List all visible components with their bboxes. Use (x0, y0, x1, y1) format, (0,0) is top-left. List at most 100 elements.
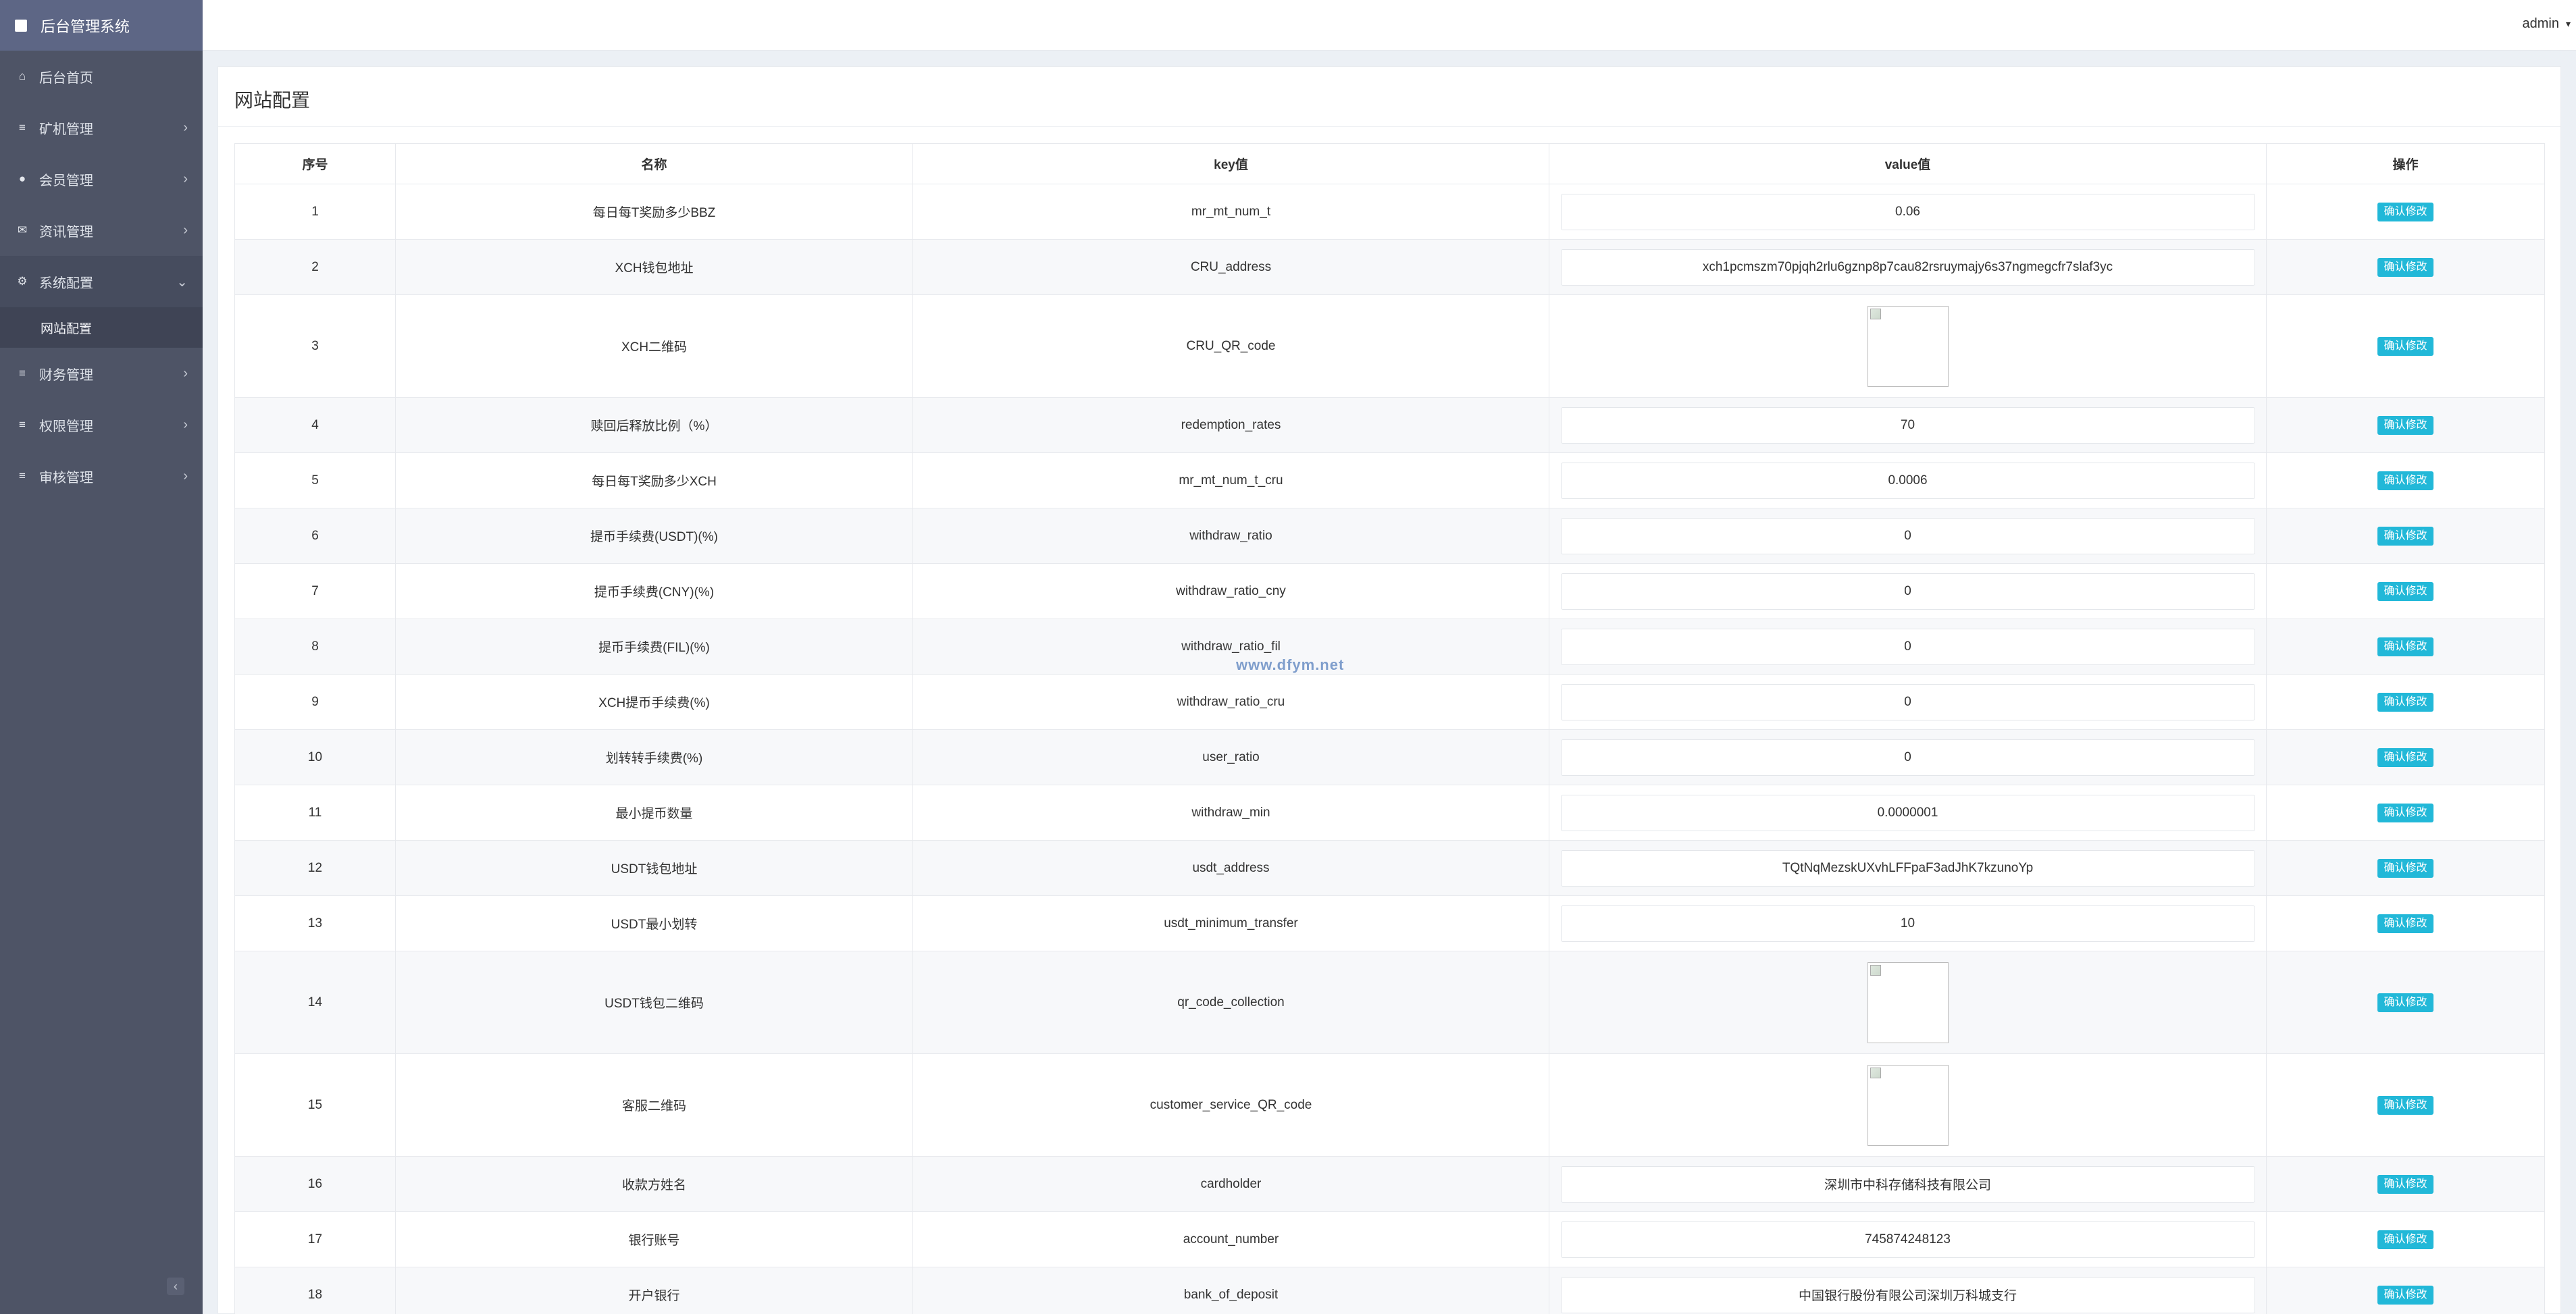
confirm-edit-button[interactable]: 确认修改 (2377, 692, 2433, 712)
confirm-edit-button[interactable]: 确认修改 (2377, 803, 2433, 822)
confirm-edit-button[interactable]: 确认修改 (2377, 581, 2433, 601)
cell-action: 确认修改 (2266, 1211, 2545, 1267)
value-input[interactable]: 中国银行股份有限公司深圳万科城支行 (1560, 1276, 2255, 1313)
cell-key: usdt_address (912, 840, 1549, 896)
sidebar-item[interactable]: ≡ 审核管理 › (0, 450, 203, 502)
confirm-edit-button[interactable]: 确认修改 (2377, 1095, 2433, 1115)
confirm-edit-button[interactable]: 确认修改 (2377, 914, 2433, 933)
value-input[interactable]: TQtNqMezskUXvhLFFpaF3adJhK7kzunoYp (1560, 849, 2255, 887)
confirm-edit-button[interactable]: 确认修改 (2377, 1174, 2433, 1194)
confirm-edit-button[interactable]: 确认修改 (2377, 336, 2433, 356)
value-input[interactable]: 10 (1560, 905, 2255, 942)
table-row: 4 赎回后释放比例（%） redemption_rates 70 确认修改 (234, 397, 2545, 453)
sidebar-item[interactable]: ✉ 资讯管理 › (0, 205, 203, 256)
cell-key: user_ratio (912, 729, 1549, 785)
sidebar-item-label: 后台首页 (39, 70, 93, 86)
cell-action: 确认修改 (2266, 895, 2545, 951)
table-row: 8 提币手续费(FIL)(%) withdraw_ratio_fil 0 确认修改 (234, 619, 2545, 675)
cell-value: 0 (1549, 674, 2267, 730)
collapse-sidebar-button[interactable]: ‹ (167, 1278, 184, 1295)
table-row: 18 开户银行 bank_of_deposit 中国银行股份有限公司深圳万科城支行 确认… (234, 1267, 2545, 1314)
value-input[interactable]: 0 (1560, 739, 2255, 776)
value-input[interactable]: 0.06 (1560, 193, 2255, 230)
confirm-edit-button[interactable]: 确认修改 (2377, 1230, 2433, 1249)
cell-index: 14 (234, 951, 396, 1054)
cell-key: usdt_minimum_transfer (912, 895, 1549, 951)
cell-action: 确认修改 (2266, 840, 2545, 896)
cell-value: xch1pcmszm70pjqh2rlu6gznp8p7cau82rsruyma… (1549, 239, 2267, 295)
confirm-edit-button[interactable]: 确认修改 (2377, 526, 2433, 546)
cell-name: USDT钱包地址 (395, 840, 913, 896)
value-input[interactable]: 0 (1560, 573, 2255, 610)
cell-name: 划转转手续费(%) (395, 729, 913, 785)
sidebar-item[interactable]: ≡ 财务管理 › (0, 348, 203, 399)
value-input[interactable]: 745874248123 (1560, 1221, 2255, 1258)
cell-name: 提币手续费(USDT)(%) (395, 508, 913, 564)
app-title: 后台管理系统 (41, 18, 130, 35)
sidebar-item[interactable]: ≡ 权限管理 › (0, 399, 203, 450)
table-row: 5 每日每T奖励多少XCH mr_mt_num_t_cru 0.0006 确认修改 (234, 452, 2545, 508)
table-header-row: 序号 名称 key值 value值 操作 (234, 143, 2545, 184)
value-input[interactable]: 深圳市中科存储科技有限公司 (1560, 1165, 2255, 1203)
cell-name: XCH提币手续费(%) (395, 674, 913, 730)
cell-value: 0.06 (1549, 184, 2267, 240)
cell-value (1549, 294, 2267, 398)
value-input[interactable]: 70 (1560, 406, 2255, 444)
cell-value: 70 (1549, 397, 2267, 453)
cell-key: cardholder (912, 1156, 1549, 1212)
list-icon: ≡ (19, 121, 26, 134)
cell-index: 5 (234, 452, 396, 508)
user-menu[interactable]: admin ▾ (2522, 16, 2571, 32)
cell-action: 确认修改 (2266, 508, 2545, 564)
confirm-edit-button[interactable]: 确认修改 (2377, 415, 2433, 435)
sidebar-item[interactable]: ≡ 矿机管理 › (0, 102, 203, 153)
value-input[interactable]: xch1pcmszm70pjqh2rlu6gznp8p7cau82rsruyma… (1560, 248, 2255, 286)
sidebar-item-label: 矿机管理 (39, 122, 93, 137)
confirm-edit-button[interactable]: 确认修改 (2377, 637, 2433, 656)
confirm-edit-button[interactable]: 确认修改 (2377, 993, 2433, 1012)
cell-value: 0.0006 (1549, 452, 2267, 508)
cell-value: 10 (1549, 895, 2267, 951)
value-input[interactable]: 0 (1560, 517, 2255, 554)
qr-image-upload[interactable] (1867, 962, 1949, 1043)
cell-name: XCH二维码 (395, 294, 913, 398)
cell-name: 赎回后释放比例（%） (395, 397, 913, 453)
chevron-right-icon: › (183, 222, 188, 238)
cell-key: withdraw_ratio_fil (912, 619, 1549, 675)
value-input[interactable]: 0 (1560, 628, 2255, 665)
confirm-edit-button[interactable]: 确认修改 (2377, 858, 2433, 878)
confirm-edit-button[interactable]: 确认修改 (2377, 471, 2433, 490)
cell-value: 中国银行股份有限公司深圳万科城支行 (1549, 1267, 2267, 1314)
caret-down-icon: ▾ (2565, 18, 2571, 29)
cell-name: 每日每T奖励多少XCH (395, 452, 913, 508)
sidebar-item-label: 权限管理 (39, 419, 93, 434)
value-input[interactable]: 0.0000001 (1560, 794, 2255, 831)
submenu-item-site-config[interactable]: 网站配置 (0, 307, 203, 348)
confirm-edit-button[interactable]: 确认修改 (2377, 1285, 2433, 1305)
cell-value: 0 (1549, 563, 2267, 619)
cell-action: 确认修改 (2266, 294, 2545, 398)
sidebar-item[interactable]: ⚙ 系统配置 ⌄ (0, 256, 203, 307)
table-row: 10 划转转手续费(%) user_ratio 0 确认修改 (234, 729, 2545, 785)
table-row: 14 USDT钱包二维码 qr_code_collection 确认修改 (234, 951, 2545, 1054)
cell-key: redemption_rates (912, 397, 1549, 453)
header-name: 名称 (395, 143, 913, 184)
cell-action: 确认修改 (2266, 785, 2545, 841)
confirm-edit-button[interactable]: 确认修改 (2377, 202, 2433, 221)
cell-action: 确认修改 (2266, 397, 2545, 453)
confirm-edit-button[interactable]: 确认修改 (2377, 257, 2433, 277)
sidebar-item-label: 会员管理 (39, 173, 93, 188)
cell-action: 确认修改 (2266, 951, 2545, 1054)
brand[interactable]: 后台管理系统 (0, 0, 203, 51)
cell-index: 6 (234, 508, 396, 564)
confirm-edit-button[interactable]: 确认修改 (2377, 747, 2433, 767)
value-input[interactable]: 0 (1560, 683, 2255, 720)
cell-name: 最小提币数量 (395, 785, 913, 841)
table-body: 1 每日每T奖励多少BBZ mr_mt_num_t 0.06 确认修改 2 XCH钱包地址 C… (234, 184, 2545, 1314)
sidebar-item-label: 资讯管理 (39, 224, 93, 240)
sidebar-item[interactable]: ● 会员管理 › (0, 153, 203, 205)
qr-image-upload[interactable] (1867, 305, 1949, 387)
value-input[interactable]: 0.0006 (1560, 462, 2255, 499)
qr-image-upload[interactable] (1867, 1064, 1949, 1146)
sidebar-item[interactable]: ⌂ 后台首页 (0, 51, 203, 102)
